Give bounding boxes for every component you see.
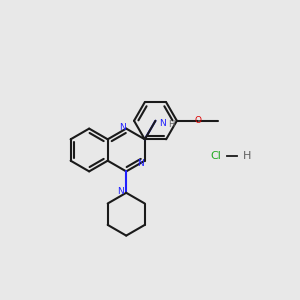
Text: Cl: Cl: [210, 151, 221, 161]
Text: H: H: [242, 151, 251, 161]
Text: O: O: [195, 116, 202, 125]
Text: N: N: [119, 123, 126, 132]
Text: N: N: [137, 159, 144, 168]
Text: N: N: [160, 118, 166, 127]
Text: N: N: [118, 187, 124, 196]
Text: H: H: [168, 120, 174, 129]
